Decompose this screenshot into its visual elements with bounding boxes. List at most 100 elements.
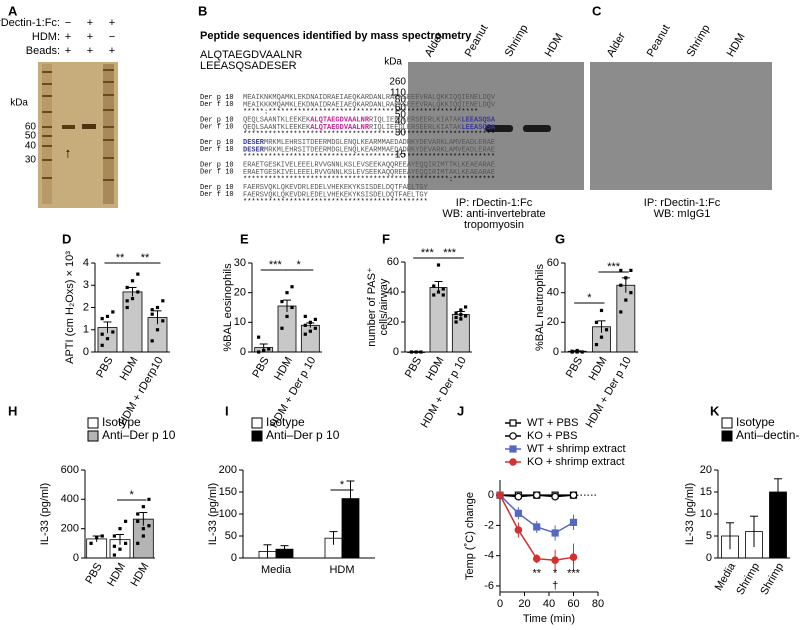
sequence-segment: MRKMLEHRSITDEERMDGLENQLKEARMMAEDADRKYDEV… — [264, 146, 495, 154]
peptide: LEEASQSADESER — [200, 60, 297, 72]
x-tick-label: 40 — [543, 598, 555, 610]
data-point — [89, 541, 93, 545]
data-point — [136, 272, 140, 276]
y-axis-label: IL-33 (pg/ml) — [39, 483, 51, 545]
data-point — [111, 330, 115, 334]
sequence-segment: FAERSVQKLQKEVDRLEDELVHEKEKYKSISDELDQTFAE… — [243, 191, 429, 199]
x-tick-label: HDM — [118, 355, 141, 383]
data-point — [100, 534, 104, 538]
sign: + — [65, 45, 71, 57]
conservation: ****************************************… — [243, 176, 495, 184]
conservation: *****:**********************************… — [243, 109, 478, 117]
data-point — [436, 263, 441, 267]
data-point — [313, 326, 317, 330]
data-point — [141, 527, 145, 531]
panel-label: D — [62, 231, 71, 246]
data-point — [95, 535, 99, 540]
panel-label: A — [8, 3, 18, 18]
data-point — [130, 279, 135, 283]
y-axis-label: %BAL eosinophils — [222, 263, 234, 352]
lane-label: Shrimp — [503, 23, 531, 59]
y-tick-label: 0 — [83, 346, 89, 358]
data-point — [432, 284, 436, 288]
sequence-segment: LEEASQSA — [461, 124, 495, 132]
data-point — [463, 305, 468, 309]
sequence: ERAETGESKIVELEEELRVVGNNLKSLEVSEEKAQQREEA… — [243, 169, 495, 177]
y-tick-label: 0 — [73, 552, 79, 564]
significance-label: *** — [607, 261, 621, 273]
significance-label: *** — [269, 259, 283, 271]
data-point — [463, 314, 468, 318]
y-tick-label: 0 — [706, 552, 712, 564]
x-tick-label: PBS — [94, 355, 115, 380]
marker — [569, 518, 578, 526]
kda-label: 15 — [395, 150, 407, 161]
data-point — [150, 312, 154, 316]
data-point — [136, 519, 140, 523]
panel-label: K — [710, 403, 720, 418]
marker — [514, 526, 523, 534]
y-tick-label: 15 — [700, 486, 712, 498]
kda-label: 110 — [390, 88, 406, 99]
data-point — [155, 305, 160, 310]
conservation: ****************************************… — [243, 131, 495, 139]
marker — [532, 491, 541, 499]
data-point — [454, 315, 458, 320]
data-point — [454, 320, 458, 324]
sign: + — [87, 31, 93, 43]
data-point — [141, 505, 145, 509]
data-point — [619, 310, 623, 314]
x-tick-label: HDM — [329, 564, 354, 576]
sequence-segment: ERAETGESKIVELEEELRVVGNNLKSLEVSEEKAQQREEA… — [243, 161, 495, 169]
sequence-segment: MEAIKNKMQAMKLEKDNAIDRAEIAEQKARDANLRAEKSE… — [243, 94, 496, 102]
data-point — [262, 348, 266, 353]
data-point — [313, 317, 317, 321]
data-point — [285, 314, 289, 318]
gel-band — [82, 124, 96, 129]
y-tick-label: 20 — [700, 464, 712, 476]
y-tick-label: 2 — [83, 301, 89, 313]
caption: IP: rDectin-1:Fc — [456, 197, 533, 209]
data-point — [125, 299, 129, 303]
legend-swatch — [87, 417, 99, 429]
y-tick-label: 50 — [225, 530, 237, 542]
data-point — [124, 519, 128, 523]
panel-label: I — [225, 403, 229, 418]
peptide: ALQTAEGDVAALNR — [200, 49, 302, 61]
kda-label: 50 — [395, 110, 407, 121]
y-tick-label: 40 — [547, 287, 559, 299]
legend-swatch — [251, 417, 263, 429]
sequence-name: Der p 10 — [200, 139, 234, 147]
sign: + — [87, 17, 93, 29]
y-axis-label: IL-33 (pg/ml) — [684, 483, 696, 545]
legend-swatch — [251, 430, 263, 442]
data-point — [436, 290, 441, 294]
conservation: ****************************************… — [243, 199, 428, 207]
x-tick-label: Shrimp — [758, 561, 786, 597]
gel-lane — [42, 64, 52, 204]
x-tick-label: 0 — [497, 598, 503, 610]
y-tick-label: 0 — [231, 552, 237, 564]
data-point — [629, 291, 633, 295]
data-point — [594, 342, 599, 347]
data-point — [599, 308, 604, 313]
x-tick-label: HDM — [105, 561, 128, 589]
caption: tropomyosin — [464, 219, 524, 231]
data-point — [147, 497, 151, 501]
sequence-segment: QEQLSAANTKLEEKEK — [243, 116, 311, 124]
y-tick-label: 200 — [61, 523, 79, 535]
kda-label: 30 — [395, 128, 407, 139]
significance-label: * — [130, 489, 135, 501]
data-point — [280, 299, 284, 304]
ladder-bands — [42, 69, 114, 181]
data-point — [161, 299, 165, 303]
legend-label: Anti–Der p 10 — [102, 428, 176, 442]
sequence-segment: QEQLSAANTKLEEKEK — [243, 124, 311, 132]
data-point — [100, 343, 104, 347]
marker — [496, 491, 504, 499]
sign: + — [109, 17, 115, 29]
lane-label: Shrimp — [685, 23, 713, 59]
sequence-name: Der p 10 — [200, 161, 234, 169]
data-point — [111, 310, 115, 314]
legend-label: WT + shrimp extract — [527, 443, 626, 455]
